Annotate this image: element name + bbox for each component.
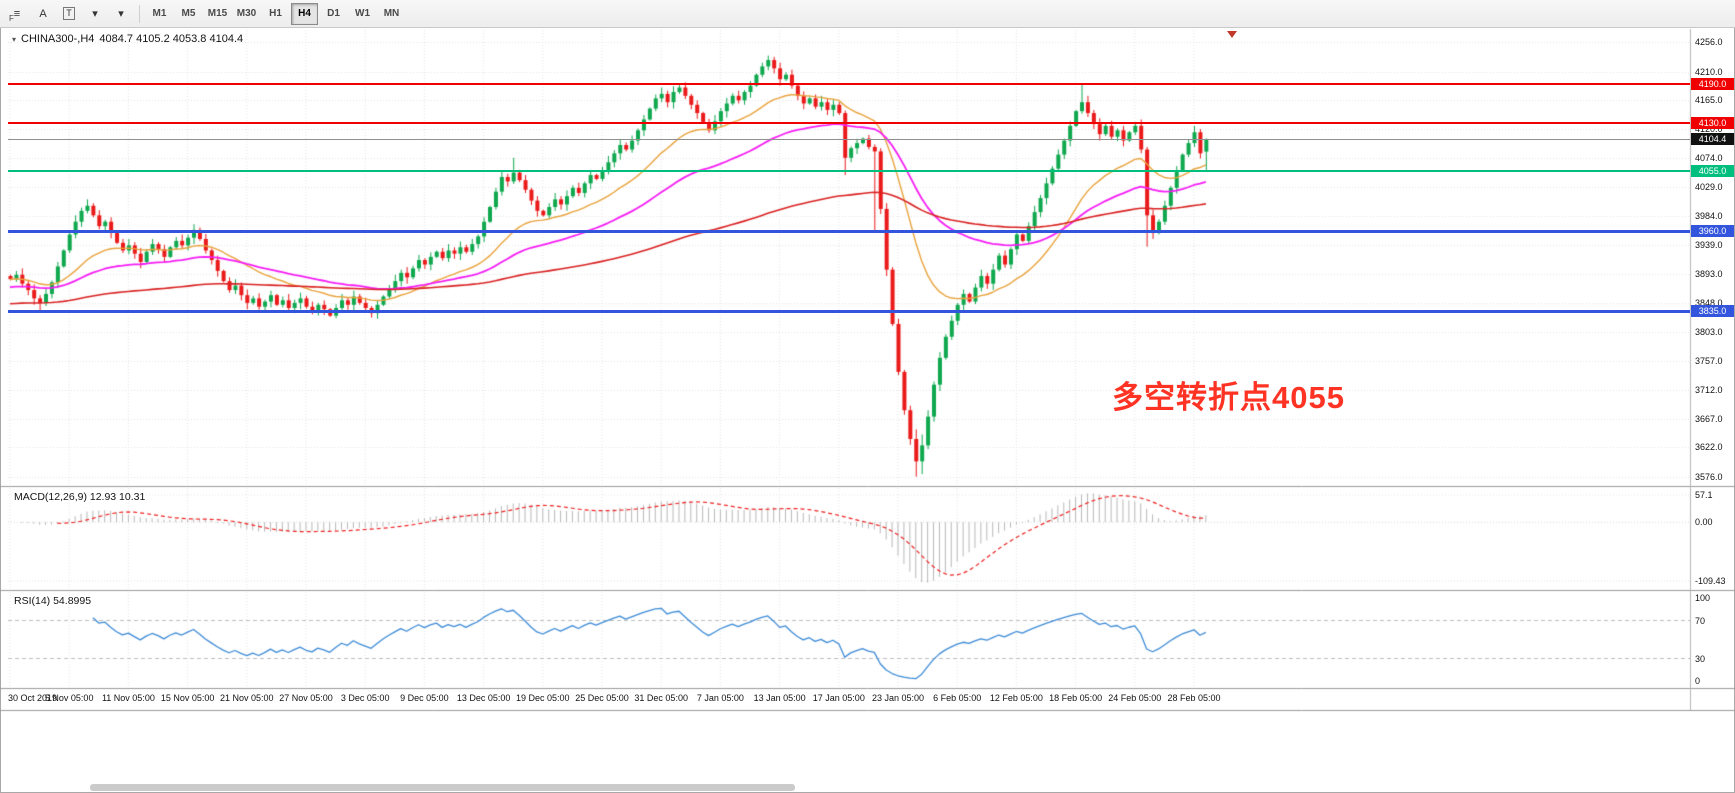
text-button[interactable]: A	[31, 2, 55, 26]
time-axis-label: 6 Feb 05:00	[933, 693, 982, 703]
arrow-style-button[interactable]: ▾	[83, 2, 107, 26]
time-axis-label: 31 Dec 05:00	[634, 693, 688, 703]
price-axis-label: 4074.0	[1695, 153, 1723, 164]
time-axis-label: 30 Oct 2019	[8, 693, 58, 703]
text-label-icon: T	[63, 7, 75, 20]
shapes-button[interactable]: ▾	[109, 2, 133, 26]
rsi-axis-label: 100	[1695, 593, 1711, 603]
arrow-style-icon: ▾	[92, 8, 98, 20]
time-axis-label: 23 Jan 05:00	[871, 693, 925, 703]
price-axis-label: 3893.0	[1695, 269, 1723, 280]
chart-shift-marker-icon[interactable]	[1227, 31, 1237, 38]
fibonacci-label: F	[9, 14, 14, 23]
tools-group: ≡ A T ▾ ▾	[4, 2, 134, 26]
timeframe-button-m5[interactable]: M5	[181, 8, 196, 19]
price-tag-4055.0: 4055.0	[1691, 164, 1734, 177]
toolbar: ≡ A T ▾ ▾ F M1 M5 M15 M30 H1 H4 D1 W1 MN	[0, 0, 1735, 28]
current-price-line	[8, 138, 1690, 140]
rsi-axis-label: 0	[1695, 676, 1701, 686]
symbol-period-label: CHINA300-,H4	[21, 33, 95, 45]
price-axis-label: 4256.0	[1695, 37, 1723, 48]
timeframe-button-d1[interactable]: D1	[327, 8, 340, 19]
price-axis-label: 3757.0	[1695, 356, 1723, 367]
chart-text-annotation[interactable]: 多空转折点4055	[1112, 380, 1345, 415]
time-axis-label: 13 Dec 05:00	[456, 693, 511, 703]
price-axis-label: 4029.0	[1695, 182, 1723, 193]
line-studies-icon: ≡	[13, 7, 21, 20]
price-axis-label: 3667.0	[1695, 413, 1723, 424]
timeframe-button-m15[interactable]: M15	[207, 8, 228, 19]
timeframe-button-h4[interactable]: H4	[291, 2, 318, 25]
text-icon: A	[39, 7, 47, 20]
timeframe-button-h1[interactable]: H1	[269, 8, 282, 19]
shapes-icon: ▾	[118, 8, 124, 20]
horizontal-scrollbar-thumb[interactable]	[90, 784, 795, 791]
time-axis-label: 21 Nov 05:00	[220, 693, 274, 703]
toolbar-separator	[139, 4, 140, 23]
price-axis-label: 3939.0	[1695, 239, 1723, 250]
price-axis-label: 4210.0	[1695, 66, 1723, 77]
timeframe-button-m30[interactable]: M30	[236, 8, 257, 19]
price-axis-label: 4120.0	[1695, 124, 1723, 135]
time-axis-label: 12 Feb 05:00	[989, 693, 1043, 703]
timeframe-button-w1[interactable]: W1	[355, 8, 370, 19]
current-price-tag: 4104.4	[1691, 133, 1734, 146]
price-tag-3960.0: 3960.0	[1691, 225, 1734, 238]
price-tag-3835.0: 3835.0	[1691, 305, 1734, 318]
time-axis-label: 18 Feb 05:00	[1049, 693, 1103, 703]
price-axis-label: 3803.0	[1695, 326, 1723, 337]
macd-axis-label: 57.1	[1695, 490, 1713, 500]
price-axis-label: 3576.0	[1695, 471, 1723, 482]
hline-3960.0[interactable]	[8, 229, 1690, 233]
line-studies-button[interactable]: ≡	[5, 2, 29, 26]
hline-4055.0[interactable]	[8, 169, 1690, 172]
price-axis-label: 3712.0	[1695, 384, 1723, 395]
time-axis-label: 25 Dec 05:00	[575, 693, 629, 703]
time-axis-label: 13 Jan 05:00	[753, 693, 806, 703]
price-axis-label: 3984.0	[1695, 210, 1723, 221]
chart-title: ▾ CHINA300-,H4 4084.7 4105.2 4053.8 4104…	[12, 33, 243, 45]
timeframe-toolbar: M1 M5 M15 M30 H1 H4 D1 W1 MN	[145, 2, 406, 25]
time-axis-label: 11 Nov 05:00	[101, 693, 155, 703]
price-tag-4130.0: 4130.0	[1691, 116, 1734, 129]
time-axis-label: 3 Dec 05:00	[340, 693, 390, 703]
time-axis-label: 28 Feb 05:00	[1167, 693, 1221, 703]
price-axis-label: 4165.0	[1695, 95, 1723, 106]
time-axis-label: 19 Dec 05:00	[516, 693, 570, 703]
macd-axis-label: -109.43	[1695, 576, 1726, 586]
time-axis-label: 17 Jan 05:00	[812, 693, 865, 703]
hline-4130.0[interactable]	[8, 121, 1690, 124]
expand-icon[interactable]: ▾	[12, 34, 17, 44]
time-axis-label: 5 Nov 05:00	[44, 693, 94, 703]
price-tag-4190.0: 4190.0	[1691, 78, 1734, 91]
rsi-title: RSI(14) 54.8995	[14, 595, 92, 607]
macd-title: MACD(12,26,9) 12.93 10.31	[14, 491, 146, 503]
text-label-button[interactable]: T	[57, 2, 81, 26]
rsi-axis-label: 70	[1695, 615, 1706, 626]
time-axis-label: 7 Jan 05:00	[696, 693, 744, 703]
rsi-axis-label: 30	[1695, 653, 1706, 664]
timeframe-button-mn[interactable]: MN	[383, 8, 400, 19]
time-axis-label: 27 Nov 05:00	[279, 693, 333, 703]
price-axis-label: 3848.0	[1695, 297, 1723, 308]
time-axis-label: 24 Feb 05:00	[1108, 693, 1162, 703]
ohlc-values: 4084.7 4105.2 4053.8 4104.4	[99, 33, 244, 45]
time-axis-label: 15 Nov 05:00	[160, 693, 215, 703]
price-axis-label: 3622.0	[1695, 442, 1723, 453]
timeframe-button-m1[interactable]: M1	[152, 8, 167, 19]
hline-4190.0[interactable]	[8, 83, 1690, 86]
hline-3835.0[interactable]	[8, 309, 1690, 313]
time-axis-label: 9 Dec 05:00	[400, 693, 449, 703]
macd-axis-label: 0.00	[1695, 517, 1713, 528]
